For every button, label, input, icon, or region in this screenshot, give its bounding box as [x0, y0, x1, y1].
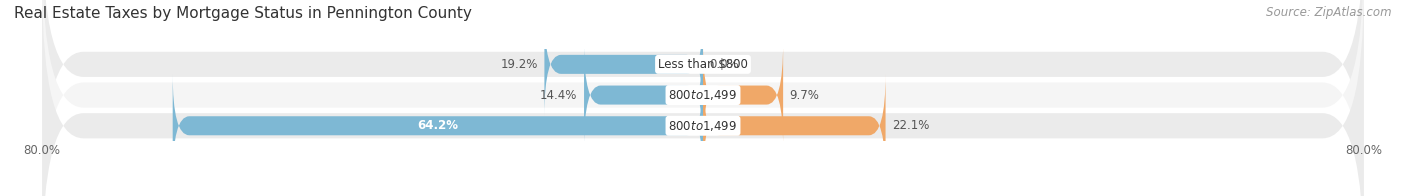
Text: $800 to $1,499: $800 to $1,499 [668, 119, 738, 133]
FancyBboxPatch shape [42, 0, 1364, 196]
Text: Less than $800: Less than $800 [658, 58, 748, 71]
Text: 22.1%: 22.1% [893, 119, 929, 132]
FancyBboxPatch shape [42, 0, 1364, 196]
Text: 0.0%: 0.0% [710, 58, 740, 71]
Text: 64.2%: 64.2% [418, 119, 458, 132]
Text: 19.2%: 19.2% [501, 58, 537, 71]
Text: 9.7%: 9.7% [790, 89, 820, 102]
FancyBboxPatch shape [703, 74, 886, 178]
Text: 14.4%: 14.4% [540, 89, 578, 102]
Text: $800 to $1,499: $800 to $1,499 [668, 88, 738, 102]
FancyBboxPatch shape [42, 0, 1364, 196]
FancyBboxPatch shape [544, 13, 703, 116]
FancyBboxPatch shape [173, 74, 703, 178]
Text: Real Estate Taxes by Mortgage Status in Pennington County: Real Estate Taxes by Mortgage Status in … [14, 6, 472, 21]
FancyBboxPatch shape [703, 43, 783, 147]
Text: Source: ZipAtlas.com: Source: ZipAtlas.com [1267, 6, 1392, 19]
FancyBboxPatch shape [583, 43, 703, 147]
